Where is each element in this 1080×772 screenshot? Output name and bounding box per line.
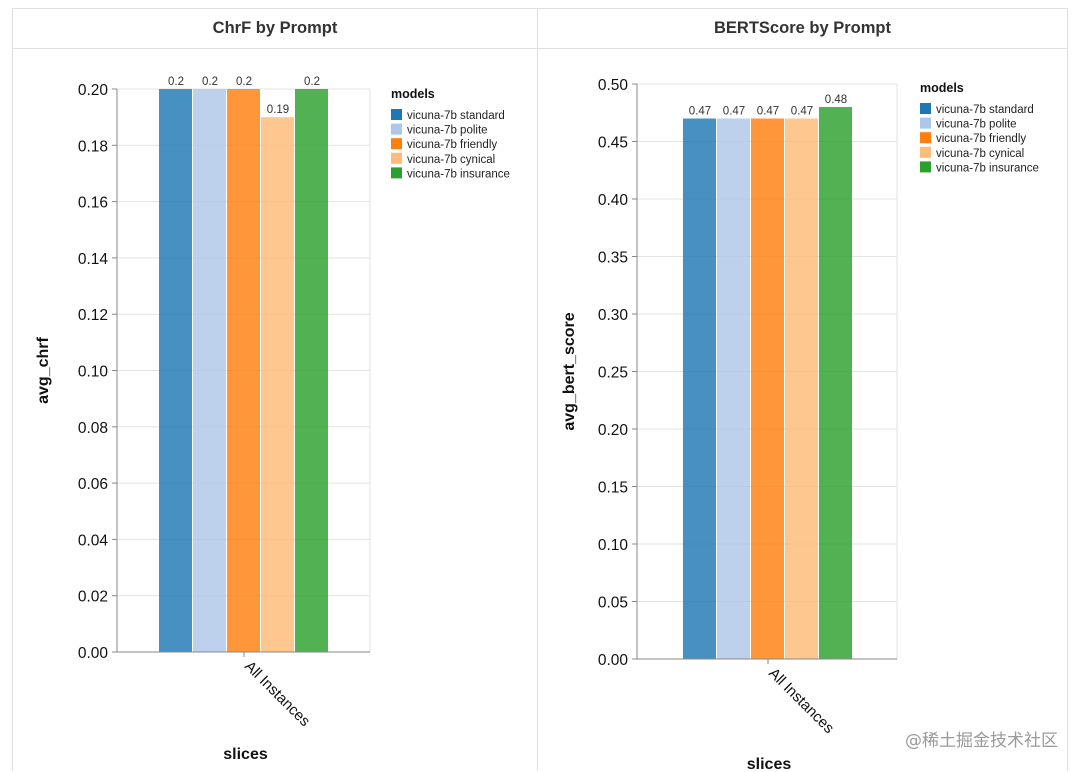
chrf-bar-chart: 0.00 0.02 0.04 0.06 0.08 0.10 0.12 0.14 0.16 0.18… xyxy=(35,76,510,763)
legend-item-label: vicuna-7b insurance xyxy=(936,162,1039,174)
bar-vicuna-7b-cynical xyxy=(785,118,818,659)
bar-vicuna-7b-polite xyxy=(193,89,226,652)
legend-item-label: vicuna-7b cynical xyxy=(936,148,1024,160)
bar-value-label: 0.48 xyxy=(825,94,847,106)
bar-value-label: 0.47 xyxy=(757,106,779,118)
y-tick-label: 0.00 xyxy=(598,652,629,669)
legend-swatch xyxy=(920,103,931,114)
y-tick-label: 0.25 xyxy=(598,365,628,382)
y-tick-label: 0.20 xyxy=(78,82,109,99)
legend-swatch xyxy=(920,161,931,173)
y-tick-label: 0.02 xyxy=(78,589,108,606)
legend-swatch xyxy=(391,138,402,150)
bertscore-chart-title: BERTScore by Prompt xyxy=(538,9,1067,49)
legend-item-label: vicuna-7b polite xyxy=(407,125,488,137)
x-axis-title: slices xyxy=(747,756,792,772)
bar-value-label: 0.2 xyxy=(236,76,252,88)
legend-item-label: vicuna-7b cynical xyxy=(407,154,495,166)
y-axis-title: avg_bert_score xyxy=(561,312,578,430)
legend-item-label: vicuna-7b standard xyxy=(407,110,505,122)
bar-value-label: 0.19 xyxy=(267,104,289,116)
legend-swatch xyxy=(391,152,402,164)
legend-item-label: vicuna-7b friendly xyxy=(407,139,497,151)
bar-vicuna-7b-friendly xyxy=(751,118,784,659)
y-tick-label: 0.18 xyxy=(78,138,108,155)
legend-title: models xyxy=(920,81,964,95)
legend-item-label: vicuna-7b polite xyxy=(936,119,1017,131)
bertscore-chart-panel: BERTScore by Prompt 0.00 0.05 0.10 0.15 0.20… xyxy=(537,8,1068,772)
y-tick-label: 0.10 xyxy=(78,364,109,381)
bar-value-label: 0.47 xyxy=(791,106,813,118)
bar-vicuna-7b-polite xyxy=(717,118,750,659)
y-tick-label: 0.00 xyxy=(78,645,109,662)
bar-vicuna-7b-cynical xyxy=(261,117,294,652)
watermark-text: @稀土掘金技术社区 xyxy=(905,731,1058,751)
legend-swatch xyxy=(391,109,402,120)
bar-value-label: 0.2 xyxy=(168,76,184,88)
y-tick-label: 0.35 xyxy=(598,250,628,267)
bar-vicuna-7b-friendly xyxy=(227,89,260,652)
legend-swatch xyxy=(391,123,402,135)
chrf-chart-panel: ChrF by Prompt 0.00 0.02 0.04 0.06 0.08 0.10 0… xyxy=(12,8,538,771)
y-tick-label: 0.05 xyxy=(598,595,628,612)
legend-swatch xyxy=(920,117,931,129)
x-axis-title: slices xyxy=(223,746,268,763)
bar-vicuna-7b-standard xyxy=(683,118,716,659)
y-tick-label: 0.12 xyxy=(78,307,108,324)
y-tick-label: 0.30 xyxy=(598,307,629,324)
bar-vicuna-7b-standard xyxy=(159,89,192,652)
bertscore-bar-chart: 0.00 0.05 0.10 0.15 0.20 0.25 0.30 0.35 0.40 0.45… xyxy=(561,77,1039,772)
legend-item-label: vicuna-7b friendly xyxy=(936,133,1026,145)
legend-item-label: vicuna-7b insurance xyxy=(407,168,510,180)
y-tick-label: 0.08 xyxy=(78,420,108,437)
bar-value-label: 0.2 xyxy=(202,76,218,88)
legend-swatch xyxy=(920,146,931,158)
bar-value-label: 0.2 xyxy=(304,76,320,88)
x-category-label: All Instances xyxy=(765,665,837,737)
y-tick-label: 0.40 xyxy=(598,192,629,209)
y-tick-label: 0.16 xyxy=(78,195,108,212)
legend-swatch xyxy=(391,167,402,179)
y-tick-label: 0.04 xyxy=(78,532,109,549)
x-category-label: All Instances xyxy=(241,658,313,730)
y-tick-label: 0.06 xyxy=(78,476,108,493)
chrf-chart-title: ChrF by Prompt xyxy=(13,9,537,49)
y-tick-label: 0.20 xyxy=(598,422,629,439)
legend-swatch xyxy=(920,132,931,144)
y-tick-label: 0.10 xyxy=(598,537,629,554)
bar-vicuna-7b-insurance xyxy=(295,89,328,652)
y-axis-title: avg_chrf xyxy=(35,336,52,403)
bar-vicuna-7b-insurance xyxy=(819,107,852,659)
y-tick-label: 0.14 xyxy=(78,251,109,268)
y-tick-label: 0.50 xyxy=(598,77,629,94)
bar-value-label: 0.47 xyxy=(689,106,711,118)
y-tick-label: 0.15 xyxy=(598,480,628,497)
bar-value-label: 0.47 xyxy=(723,106,745,118)
legend-title: models xyxy=(391,87,435,101)
legend-item-label: vicuna-7b standard xyxy=(936,104,1034,116)
y-tick-label: 0.45 xyxy=(598,135,628,152)
